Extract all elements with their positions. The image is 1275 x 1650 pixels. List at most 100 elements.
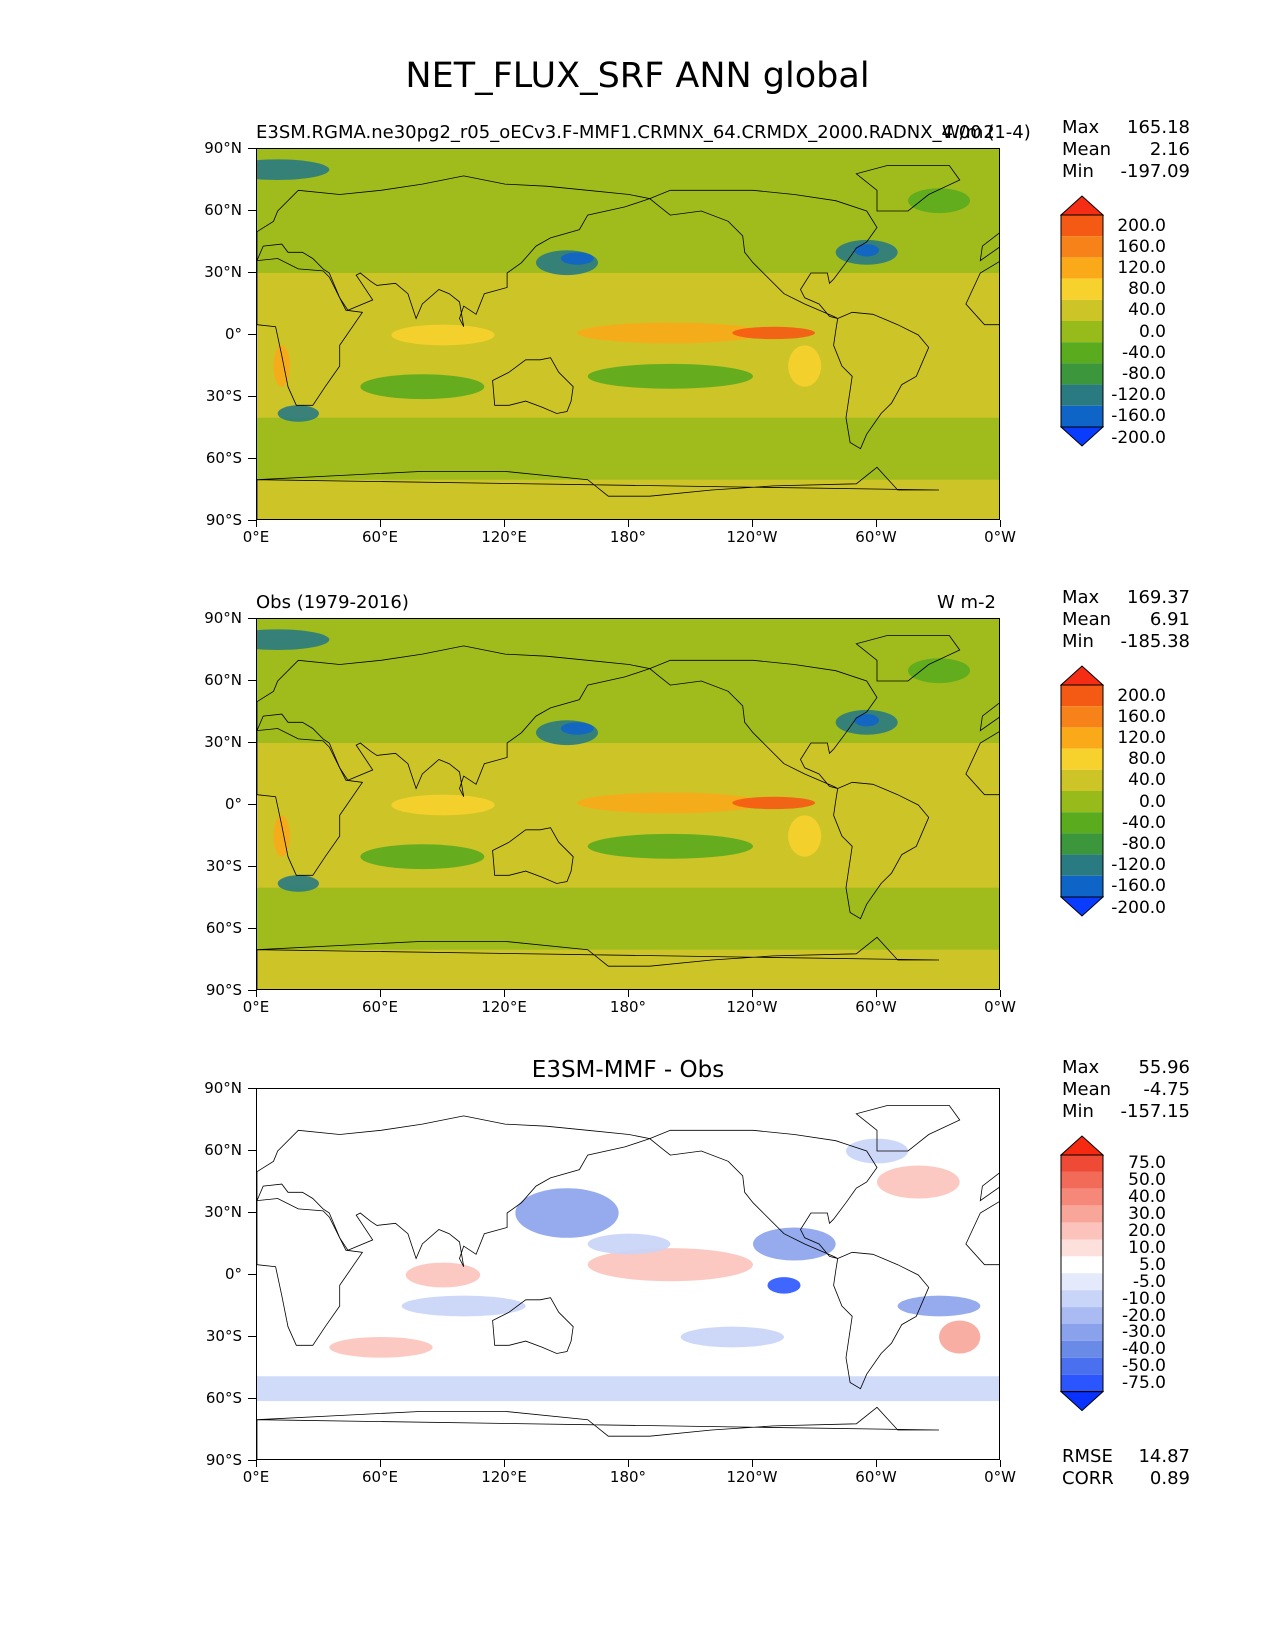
colorbar-segment [1061,1340,1103,1358]
contour-region [732,796,815,810]
colorbar-tick-label: -5.0 [1132,1271,1166,1292]
colorbar-segment [1061,299,1103,321]
colorbar-segment [1061,854,1103,876]
colorbar-tick-label: 40.0 [1128,770,1166,791]
stat-label-min: Min [1062,161,1094,182]
lat-tick-mark [248,1398,256,1399]
lon-tick-mark [256,1460,257,1467]
colorbar-segment [1061,748,1103,770]
contour-region [257,159,330,180]
colorbar-segment [1061,706,1103,728]
colorbar-tick-label: -10.0 [1122,1288,1166,1309]
contour-region [277,875,319,892]
panel-left-label: E3SM.RGMA.ne30pg2_r05_oECv3.F-MMF1.CRMNX… [256,122,1031,143]
colorbar-segment [1061,384,1103,406]
lat-tick-mark [248,680,256,681]
stat-value-min: -157.15 [1120,1101,1190,1122]
map-plot-area [256,148,1000,520]
coastline-samerica [833,311,930,450]
colorbar-segment [1061,405,1103,427]
lat-tick-mark [248,928,256,929]
coastline-eurasia [257,175,652,327]
coastline-samerica [833,781,930,920]
coastline-namerica [648,659,878,789]
lat-tick-mark [248,1274,256,1275]
colorbar-tick-label: -40.0 [1122,1339,1166,1360]
colorbar-tick-label: 75.0 [1128,1153,1166,1174]
contour-band [257,1376,999,1402]
lat-tick-mark [248,210,256,211]
lat-tick-mark [248,272,256,273]
contour-region [680,1326,784,1348]
lon-tick-label: 180° [609,528,647,546]
coastline-greenland [855,165,961,212]
lon-tick-mark [256,520,257,527]
colorbar-tick-label: -40.0 [1122,342,1166,363]
lon-tick-mark [1000,1460,1001,1467]
field-contours [257,619,999,950]
lon-tick-mark [752,1460,753,1467]
colorbar-segment [1061,875,1103,897]
lat-tick-label: 0° [224,795,242,813]
contour-region [767,1277,801,1294]
lat-tick-label: 60°S [205,919,242,937]
colorbar-extend-max [1060,1135,1104,1156]
lat-tick-mark [248,520,256,521]
lon-tick-mark [876,520,877,527]
contour-region [732,326,815,340]
contour-region [391,794,495,816]
colorbar-segment [1061,685,1103,707]
colorbar-tick-label: -200.0 [1111,427,1166,448]
colorbar-frame [1060,1154,1104,1393]
lat-tick-mark [248,1212,256,1213]
colorbar-segment [1061,321,1103,343]
coastline-africa [257,1198,364,1346]
lat-tick-label: 60°N [204,671,242,689]
map-plot-area [256,1088,1000,1460]
lon-tick-label: 120°E [481,1468,527,1486]
lon-tick-label: 120°E [481,998,527,1016]
contour-region [560,722,594,735]
colorbar-segment [1061,1357,1103,1375]
colorbar-segment [1061,236,1103,258]
corr-value: 0.89 [1149,1468,1190,1489]
coastline-samerica [833,1251,930,1390]
coastlines [257,635,999,989]
lat-tick-label: 60°N [204,1141,242,1159]
stat-value-min: -185.38 [1120,631,1190,652]
coastlines [257,165,999,519]
lon-tick-label: 60°E [361,528,399,546]
lon-tick-mark [628,520,629,527]
lon-tick-mark [380,990,381,997]
stat-label-max: Max [1062,117,1100,138]
stat-row-mean: Mean 2.16 [1062,139,1190,161]
colorbar-tick-label: -80.0 [1122,364,1166,384]
colorbar-tick-label: -40.0 [1122,812,1166,833]
colorbar-segment [1061,1239,1103,1257]
coastline-antarctica [257,1406,940,1459]
lat-tick-mark [248,396,256,397]
lon-tick-mark [752,990,753,997]
colorbar-tick-label: 160.0 [1117,706,1166,727]
lon-tick-mark [752,520,753,527]
contour-region [908,188,970,214]
coastline-greenland [855,635,961,682]
contour-region [939,1320,981,1354]
map-svg [257,149,999,519]
colorbar-segment [1061,791,1103,813]
colorbar-tick-label: -80.0 [1122,834,1166,854]
rmse-value: 14.87 [1138,1446,1190,1467]
contour-region [897,1295,981,1317]
lon-tick-mark [504,520,505,527]
lon-tick-mark [628,990,629,997]
colorbar-tick-label: -160.0 [1111,406,1166,427]
stat-row-max: Max 169.37 [1062,587,1190,609]
colorbar [1060,1135,1104,1412]
rmse-label: RMSE [1062,1446,1113,1467]
colorbar-segment [1061,1188,1103,1206]
contour-band [257,417,999,480]
contour-region [854,244,880,257]
stat-label-max: Max [1062,1057,1100,1078]
stats-block: Max 55.96 Mean -4.75 Min -157.15 [1062,1057,1190,1123]
stat-row-mean: Mean 6.91 [1062,609,1190,631]
